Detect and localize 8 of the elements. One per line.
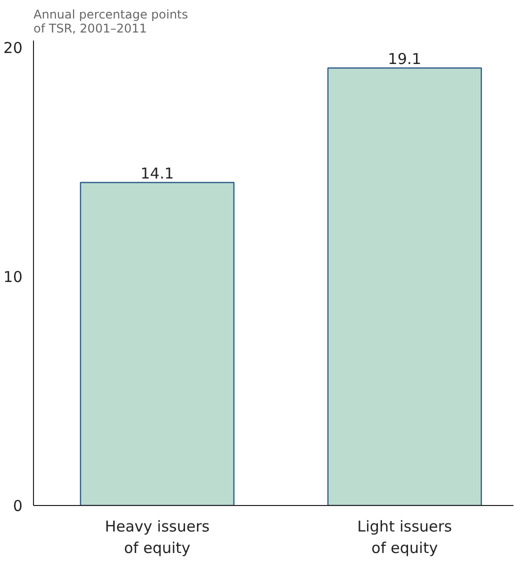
x-tick-label: Light issuers of equity (357, 518, 452, 558)
x-tick-label: Heavy issuers of equity (104, 518, 210, 558)
data-label: 19.1 (388, 50, 422, 68)
y-tick-label: 20 (3, 38, 23, 57)
y-axis-title: Annual percentage points of TSR, 2001–2011 (34, 8, 188, 36)
y-tick-label: 0 (12, 497, 23, 515)
data-label: 14.1 (140, 164, 174, 183)
y-tick-label: 10 (3, 268, 23, 286)
